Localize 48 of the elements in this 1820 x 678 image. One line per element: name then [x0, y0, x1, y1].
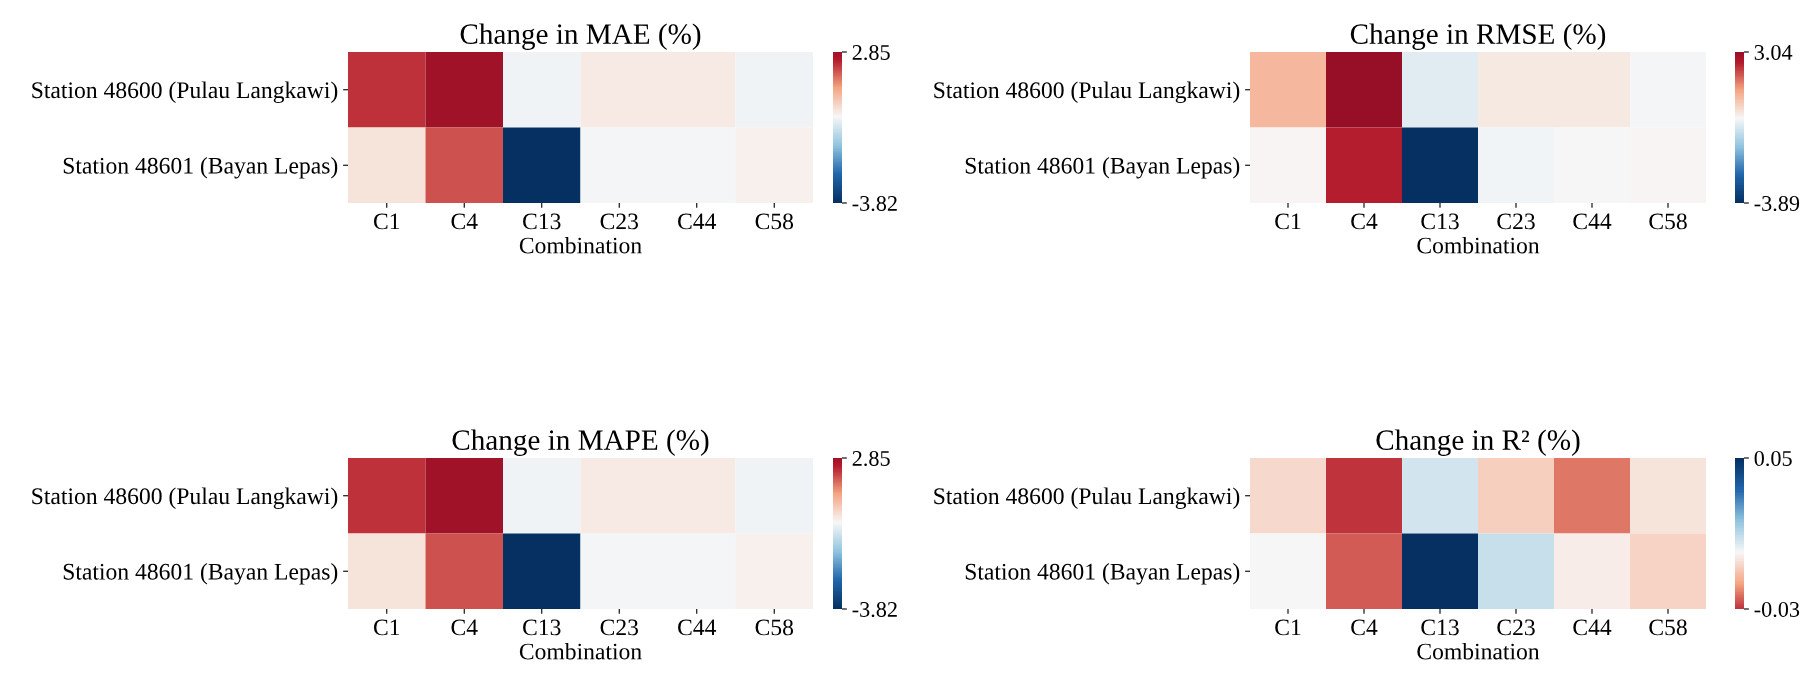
- y-tick-label: Station 48600 (Pulau Langkawi): [32, 81, 338, 104]
- x-axis-title: Combination: [519, 236, 642, 254]
- x-tick-label: C58: [755, 619, 794, 636]
- y-tick-label: Station 48600 (Pulau Langkawi): [32, 487, 338, 510]
- x-tick-label: C4: [1351, 619, 1378, 636]
- chart-title: Change in MAE (%): [460, 23, 701, 50]
- color-bar-label: 0.05: [1754, 450, 1792, 467]
- color-bar-label: -3.89: [1754, 195, 1800, 212]
- color-bar-label: -3.82: [852, 195, 897, 212]
- x-tick-label: C23: [1497, 213, 1535, 230]
- x-tick-label: C23: [600, 619, 639, 636]
- x-tick-label: C58: [755, 213, 794, 230]
- y-tick-label: Station 48600 (Pulau Langkawi): [934, 487, 1240, 510]
- x-tick-label: C58: [1649, 213, 1687, 230]
- x-tick-label: C13: [1421, 619, 1459, 636]
- x-tick-label: C13: [523, 213, 561, 230]
- x-tick-label: C4: [1351, 213, 1378, 230]
- color-bar-label: -3.82: [852, 601, 897, 618]
- x-tick-label: C13: [1421, 213, 1459, 230]
- chart-title: Change in R² (%): [1376, 429, 1580, 456]
- color-bar-label: -0.03: [1754, 601, 1800, 618]
- x-tick-label: C4: [451, 213, 478, 230]
- color-bar-label: 2.85: [852, 44, 890, 61]
- color-bar-label: 3.04: [1754, 44, 1793, 61]
- x-tick-label: C1: [1275, 619, 1301, 636]
- y-tick-label: Station 48600 (Pulau Langkawi): [934, 81, 1240, 104]
- y-tick-label: Station 48601 (Bayan Lepas): [965, 563, 1240, 585]
- y-tick-label: Station 48601 (Bayan Lepas): [63, 563, 338, 585]
- chart-title: Change in MAPE (%): [452, 429, 709, 456]
- x-tick-label: C1: [1275, 213, 1301, 230]
- x-tick-label: C44: [678, 619, 717, 636]
- x-axis-title: Combination: [519, 642, 642, 660]
- x-tick-label: C13: [523, 619, 561, 636]
- chart-title: Change in RMSE (%): [1350, 23, 1606, 50]
- x-tick-label: C23: [1497, 619, 1535, 636]
- x-tick-label: C23: [600, 213, 639, 230]
- x-tick-label: C58: [1649, 619, 1687, 636]
- x-tick-label: C44: [1573, 213, 1612, 230]
- color-bar-label: 2.85: [852, 450, 890, 467]
- x-tick-label: C1: [373, 213, 400, 230]
- x-tick-label: C44: [678, 213, 717, 230]
- x-axis-title: Combination: [1417, 642, 1540, 660]
- x-tick-label: C1: [373, 619, 400, 636]
- y-tick-label: Station 48601 (Bayan Lepas): [63, 157, 338, 179]
- x-axis-title: Combination: [1417, 236, 1540, 254]
- x-tick-label: C44: [1573, 619, 1612, 636]
- y-tick-label: Station 48601 (Bayan Lepas): [965, 157, 1240, 179]
- x-tick-label: C4: [451, 619, 478, 636]
